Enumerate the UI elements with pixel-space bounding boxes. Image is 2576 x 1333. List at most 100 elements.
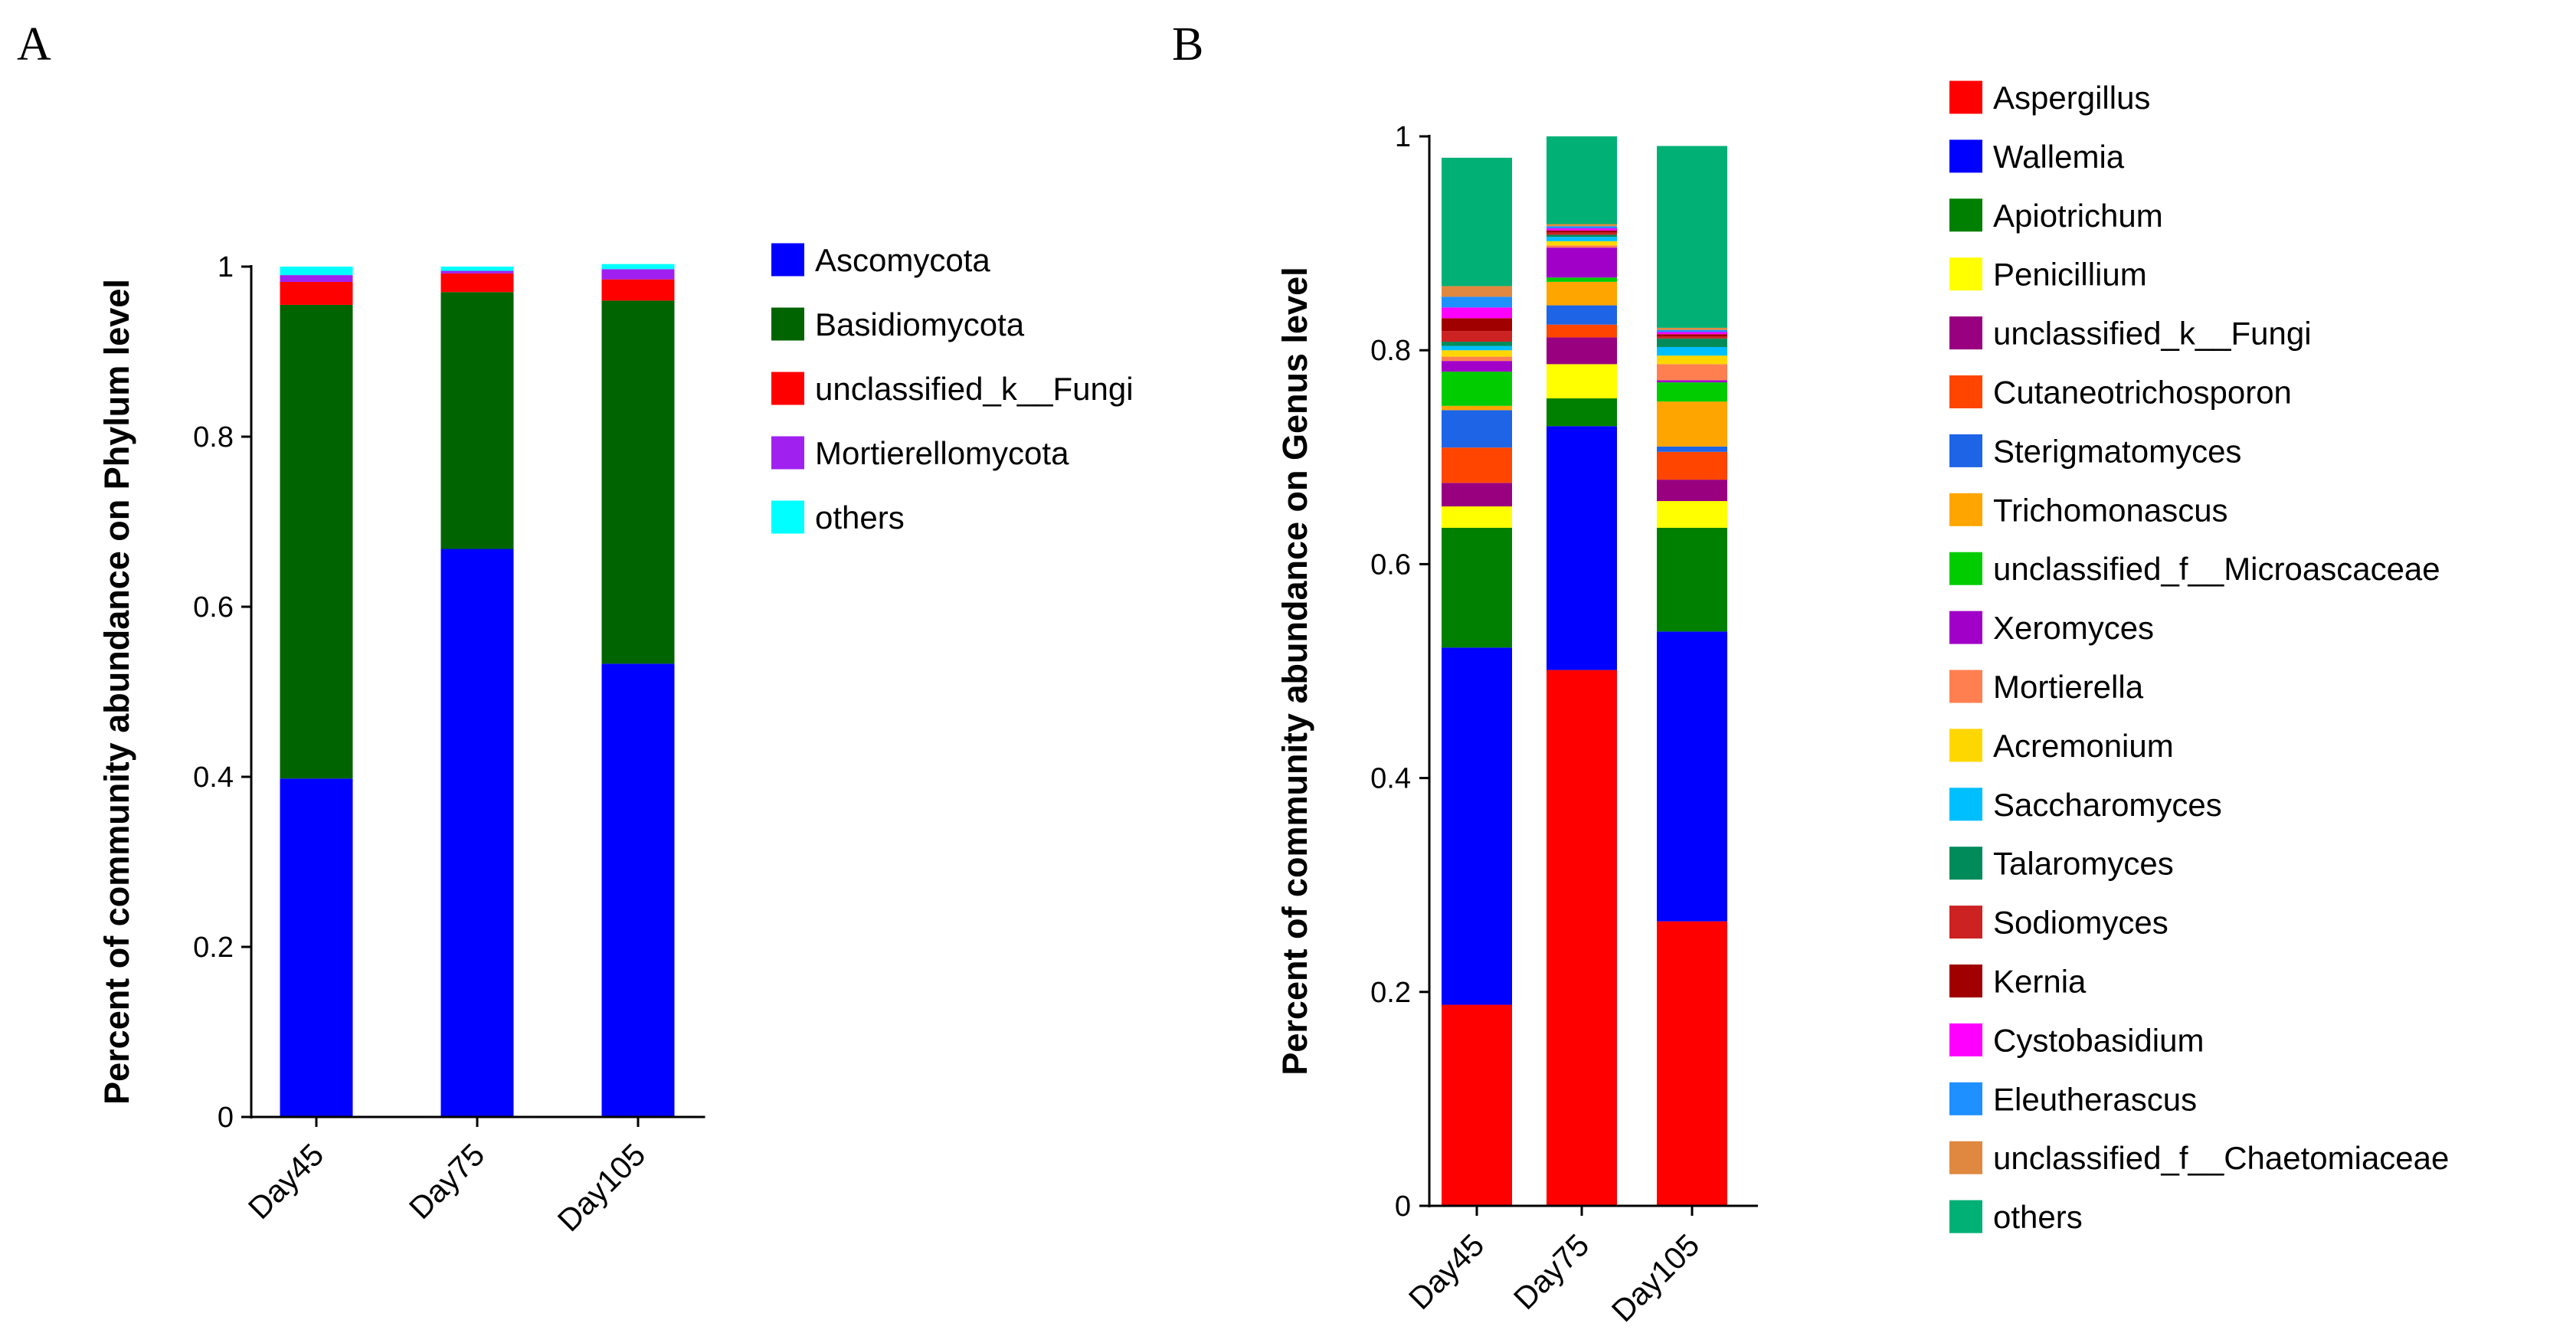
legend-label-a-basidiomycota: Basidiomycota [815, 306, 1025, 342]
bar-segment-b-day75-cystobasidium [1547, 228, 1617, 231]
legend-swatch-a-ascomycota [771, 243, 804, 277]
bar-segment-b-day105-kernia [1657, 334, 1727, 337]
bar-segment-a-day105-mortierellomycota [601, 269, 675, 280]
chart-b: 0 0.2 0.4 0.6 0.8 1 Day45 Day75 Day105 Percent of… [1275, 80, 2449, 1328]
bar-segment-a-day105-unclassified-k-fungi [601, 279, 675, 301]
panel-a-letter: A [17, 18, 51, 70]
bar-segment-b-day75-unclassified-f-microascaceae [1547, 277, 1617, 282]
bar-segment-b-day105-penicillium [1657, 501, 1727, 528]
legend-label-b-mortierella: Mortierella [1993, 669, 2144, 705]
bar-segment-b-day105-talaromyces [1657, 338, 1727, 348]
bar-segment-a-day105-ascomycota [601, 663, 675, 1117]
bar-segment-b-day105-sterigmatomyces [1657, 446, 1727, 452]
legend-swatch-b-penicillium [1949, 257, 1982, 291]
bar-segment-b-day75-xeromyces [1547, 247, 1617, 278]
legend-swatch-b-xeromyces [1949, 611, 1982, 644]
bar-segment-b-day45-talaromyces [1442, 342, 1512, 346]
y-tick-label-b-4: 0.8 [1370, 335, 1411, 367]
legend-swatch-b-trichomonascus [1949, 493, 1982, 526]
legend-swatch-b-kernia [1949, 965, 1982, 997]
y-tick-label-a-5: 1 [218, 251, 234, 283]
bar-segment-b-day75-saccharomyces [1547, 237, 1617, 241]
chart-a: 0 0.2 0.4 0.6 0.8 1 Day45 Day75 Day105 Percent of… [97, 242, 1134, 1238]
category-label-a-day45: Day45 [241, 1137, 330, 1226]
bar-segment-b-day45-trichomonascus [1442, 405, 1512, 411]
legend-swatch-b-sodiomyces [1949, 906, 1982, 939]
legend-swatch-b-wallemia [1949, 139, 1982, 173]
bar-segment-b-day45-eleutherascus [1442, 296, 1512, 308]
legend-swatch-a-others [771, 500, 804, 534]
bar-segment-a-day105-basidiomycota [601, 300, 675, 664]
bar-segment-b-day75-apiotrichum [1547, 398, 1617, 427]
bar-segment-b-day105-xeromyces [1657, 380, 1727, 383]
legend-label-a-ascomycota: Ascomycota [815, 242, 990, 278]
y-tick-label-a-4: 0.8 [193, 421, 234, 454]
bar-segment-b-day105-eleutherascus [1657, 329, 1727, 332]
bar-segment-b-day75-kernia [1547, 230, 1617, 233]
bar-segment-b-day75-unclassified-f-chaetomiaceae [1547, 224, 1617, 227]
legend-swatch-b-sterigmatomyces [1949, 434, 1982, 467]
bar-segment-b-day45-aspergillus [1442, 1004, 1512, 1206]
bar-segment-b-day75-penicillium [1547, 364, 1617, 399]
y-tick-label-a-2: 0.4 [193, 761, 234, 794]
bar-segment-b-day45-unclassified-f-chaetomiaceae [1442, 286, 1512, 297]
legend-label-b-wallemia: Wallemia [1993, 139, 2125, 175]
bar-segment-b-day75-talaromyces [1547, 234, 1617, 237]
bar-segment-b-day75-trichomonascus [1547, 281, 1617, 306]
bar-segment-b-day75-wallemia [1547, 426, 1617, 670]
bar-segment-b-day75-others [1547, 136, 1617, 224]
legend-label-b-unclassified-f-chaetomiaceae: unclassified_f__Chaetomiaceae [1993, 1140, 2449, 1176]
category-label-b-day75: Day75 [1507, 1227, 1596, 1316]
bar-segment-a-day75-basidiomycota [440, 292, 514, 549]
y-axis-title-b: Percent of community abundance on Genus … [1275, 267, 1314, 1075]
legend-label-b-apiotrichum: Apiotrichum [1993, 198, 2163, 234]
bar-segment-a-day45-basidiomycota [280, 304, 353, 779]
bar-segment-b-day45-wallemia [1442, 647, 1512, 1005]
bar-segment-b-day75-sodiomyces [1547, 232, 1617, 235]
legend-swatch-b-unclassified-k-fungi [1949, 316, 1982, 350]
legend-swatch-b-apiotrichum [1949, 198, 1982, 232]
bar-segment-b-day75-unclassified-k-fungi [1547, 337, 1617, 365]
legend-label-a-others: others [815, 499, 905, 535]
bar-segment-b-day45-apiotrichum [1442, 527, 1512, 648]
category-label-a-day105: Day105 [551, 1137, 652, 1238]
bar-segment-b-day105-acremonium [1657, 355, 1727, 365]
bar-segment-b-day45-xeromyces [1442, 361, 1512, 372]
bar-segment-b-day105-trichomonascus [1657, 401, 1727, 447]
y-tick-label-a-1: 0.2 [193, 932, 234, 964]
legend-label-b-cystobasidium: Cystobasidium [1993, 1022, 2204, 1058]
legend-label-b-others: others [1993, 1199, 2083, 1235]
bar-segment-b-day105-saccharomyces [1657, 347, 1727, 356]
legend-label-b-talaromyces: Talaromyces [1993, 846, 2174, 882]
bar-segment-b-day105-apiotrichum [1657, 527, 1727, 632]
bar-segment-b-day105-cystobasidium [1657, 332, 1727, 335]
y-tick-label-b-5: 1 [1395, 121, 1411, 153]
legend-label-b-trichomonascus: Trichomonascus [1993, 492, 2228, 528]
bar-segment-b-day105-others [1657, 146, 1727, 328]
legend-label-b-saccharomyces: Saccharomyces [1993, 787, 2222, 823]
bar-segment-a-day105-others [601, 264, 675, 270]
category-label-a-day75: Day75 [402, 1137, 491, 1226]
bar-segment-b-day105-wallemia [1657, 631, 1727, 922]
bar-segment-b-day105-cutaneotrichosporon [1657, 451, 1727, 480]
y-axis-title-a: Percent of community abundance on Phylum… [97, 279, 136, 1105]
bar-segment-a-day75-ascomycota [440, 549, 514, 1117]
legend-label-a-unclassified-k-fungi: unclassified_k__Fungi [815, 371, 1134, 407]
y-tick-label-b-0: 0 [1395, 1191, 1411, 1223]
bar-segment-b-day105-sodiomyces [1657, 336, 1727, 339]
category-label-b-day45: Day45 [1402, 1227, 1491, 1316]
bar-segment-b-day45-sodiomyces [1442, 331, 1512, 342]
legend-label-b-aspergillus: Aspergillus [1993, 80, 2150, 116]
legend-swatch-b-cystobasidium [1949, 1023, 1982, 1056]
y-tick-label-a-3: 0.6 [193, 591, 234, 624]
bar-segment-a-day75-unclassified-k-fungi [440, 273, 514, 293]
bar-segment-b-day45-sterigmatomyces [1442, 410, 1512, 448]
legend-label-b-xeromyces: Xeromyces [1993, 610, 2154, 646]
legend-swatch-b-unclassified-f-chaetomiaceae [1949, 1141, 1982, 1174]
bar-segment-a-day45-mortierellomycota [280, 275, 353, 282]
bar-segment-b-day105-aspergillus [1657, 921, 1727, 1206]
category-label-b-day105: Day105 [1605, 1227, 1706, 1328]
legend-swatch-b-cutaneotrichosporon [1949, 375, 1982, 408]
y-tick-label-b-3: 0.6 [1370, 549, 1411, 581]
bar-segment-b-day75-aspergillus [1547, 670, 1617, 1206]
